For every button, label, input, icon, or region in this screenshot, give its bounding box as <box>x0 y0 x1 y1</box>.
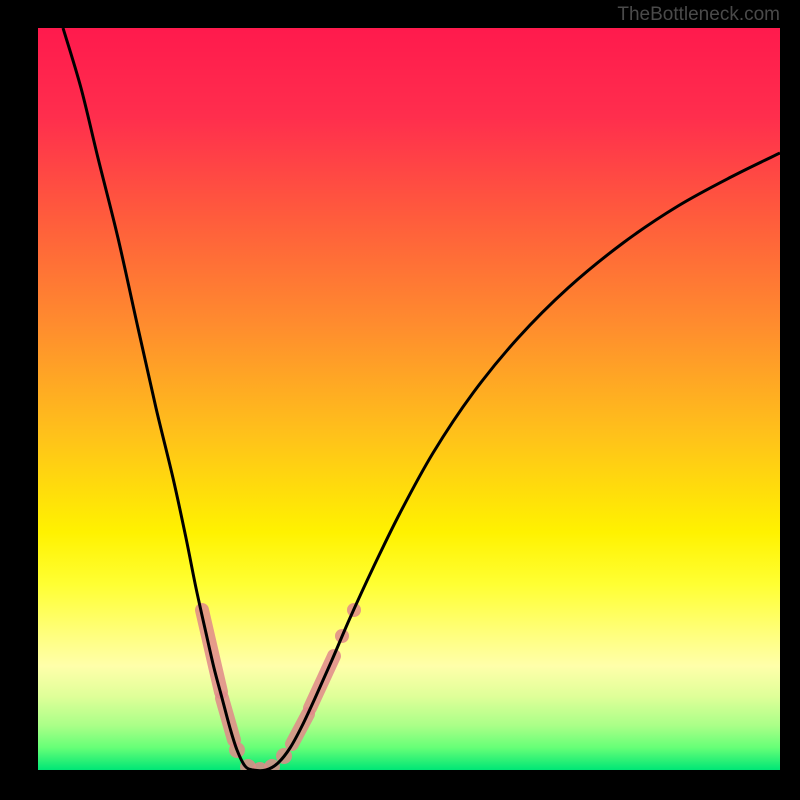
chart-plot-area <box>38 28 780 770</box>
watermark-text: TheBottleneck.com <box>617 4 780 26</box>
bottleneck-curve <box>38 28 780 770</box>
